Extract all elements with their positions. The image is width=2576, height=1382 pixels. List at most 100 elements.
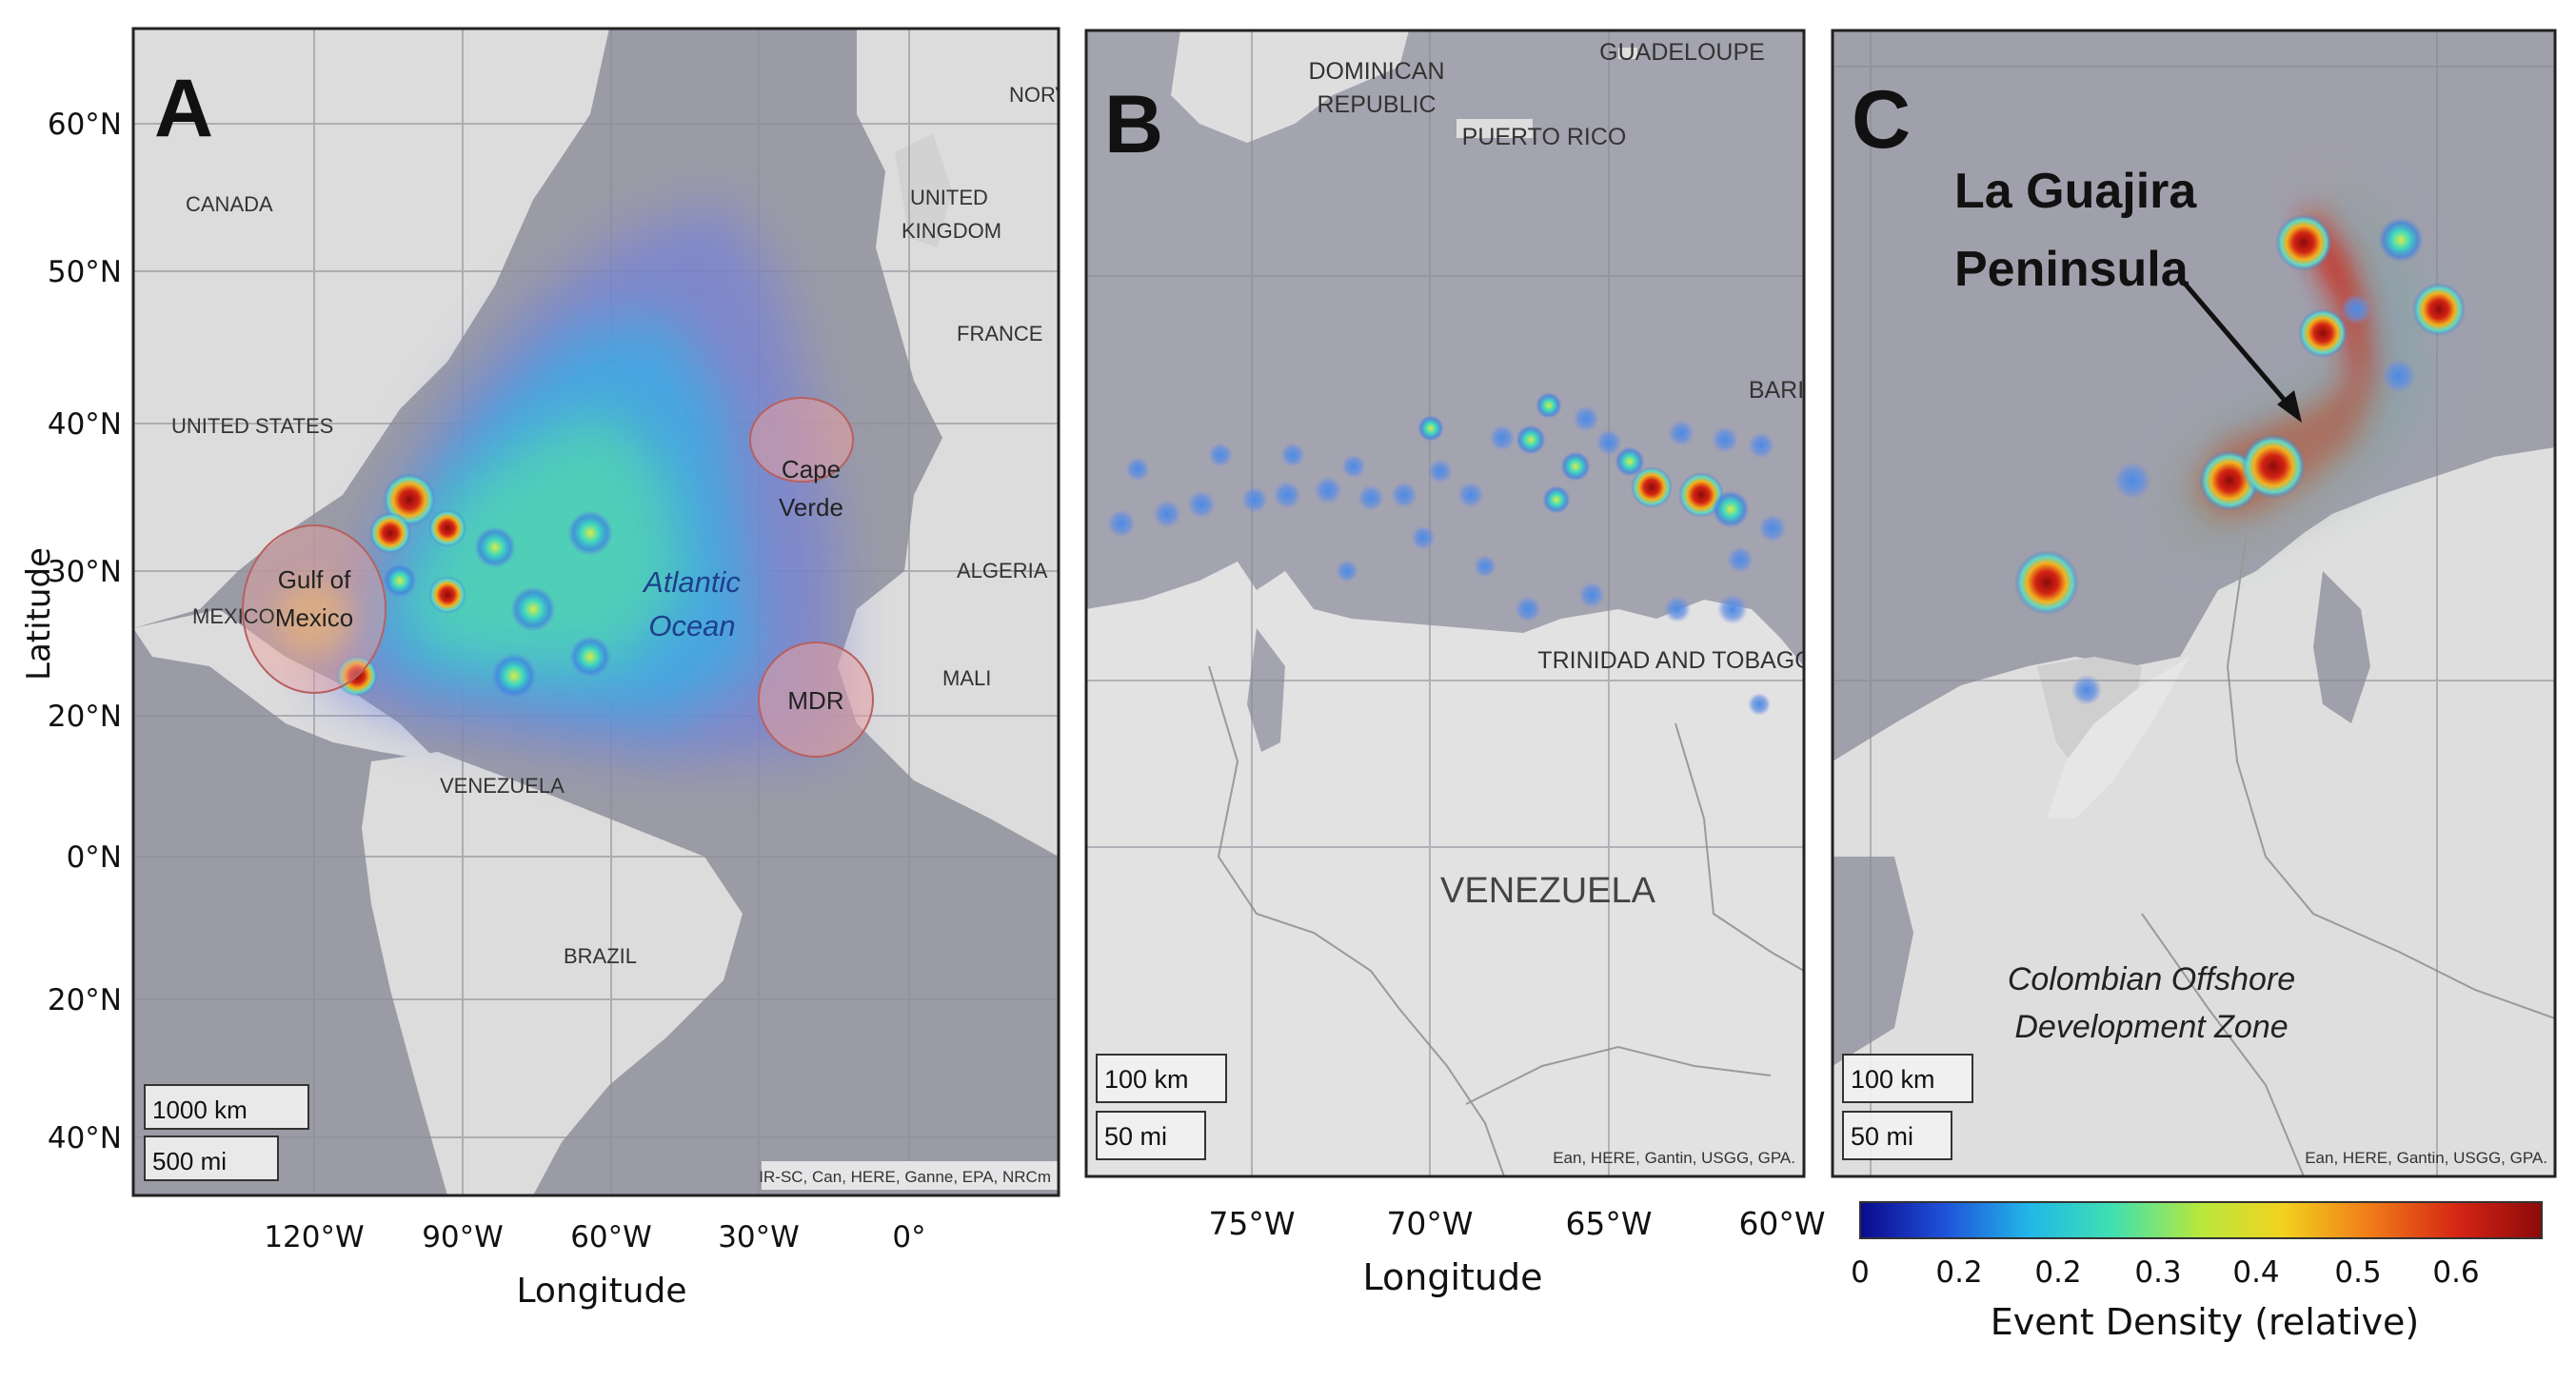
label-venezuela-b: VENEZUELA bbox=[1440, 871, 1656, 911]
svg-text:75°W: 75°W bbox=[1208, 1205, 1295, 1242]
panel-c-letter: C bbox=[1852, 74, 1911, 166]
label-dominican: DOMINICAN bbox=[1308, 58, 1444, 85]
svg-text:0.5: 0.5 bbox=[2334, 1255, 2381, 1290]
colorbar-ticks: 0 0.2 0.2 0.3 0.4 0.5 0.6 bbox=[1851, 1255, 2480, 1290]
panel-b-letter: B bbox=[1104, 79, 1163, 170]
svg-text:50 mi: 50 mi bbox=[1851, 1122, 1913, 1151]
label-guadeloupe: GUADELOUPE bbox=[1599, 39, 1765, 66]
svg-text:100 km: 100 km bbox=[1851, 1065, 1935, 1094]
panel-a-map: NORV CANADA UNITED KINGDOM FRANCE UNITED… bbox=[133, 29, 1069, 1195]
callout-label-2: Peninsula bbox=[1954, 242, 2190, 297]
label-republic: REPUBLIC bbox=[1317, 91, 1436, 118]
label-mali: MALI bbox=[942, 666, 991, 690]
mdr-label: MDR bbox=[787, 686, 843, 715]
country-borders bbox=[1208, 665, 1804, 1176]
svg-text:60°N: 60°N bbox=[48, 108, 122, 142]
panel-b-scale-bar: 100 km 50 mi bbox=[1096, 1054, 1227, 1160]
density-plume bbox=[276, 200, 838, 761]
cape-verde-label-2: Verde bbox=[779, 493, 843, 522]
svg-text:50°N: 50°N bbox=[48, 255, 122, 289]
panel-a-place-labels: NORV CANADA UNITED KINGDOM FRANCE UNITED… bbox=[171, 83, 1069, 968]
colorbar-ramp bbox=[1859, 1201, 2543, 1239]
country-borders-c bbox=[2141, 532, 2555, 1176]
panel-a-scale-bar: 1000 km 500 mi bbox=[144, 1084, 309, 1181]
zone-label: Colombian Offshore Development Zone bbox=[2008, 961, 2295, 1045]
cape-verde-label-1: Cape bbox=[782, 455, 841, 484]
svg-text:30°N: 30°N bbox=[48, 555, 122, 589]
density-dots-b bbox=[1107, 392, 1787, 716]
svg-text:60°W: 60°W bbox=[1738, 1205, 1825, 1242]
panel-a-letter: A bbox=[154, 63, 213, 154]
label-norv: NORV bbox=[1009, 83, 1069, 107]
panel-b: DOMINICAN REPUBLIC GUADELOUPE PUERTO RIC… bbox=[1084, 29, 1826, 1298]
svg-text:90°W: 90°W bbox=[422, 1220, 504, 1254]
panel-b-place-labels: DOMINICAN REPUBLIC GUADELOUPE PUERTO RIC… bbox=[1308, 39, 1813, 674]
svg-text:Atlantic: Atlantic bbox=[642, 565, 741, 599]
panel-c-attribution: Ean, HERE, Gantin, USGG, GPA. bbox=[2305, 1149, 2547, 1167]
panel-b-xlabel: Longitude bbox=[1363, 1256, 1543, 1298]
colorbar-title: Event Density (relative) bbox=[1991, 1301, 2419, 1343]
svg-text:0.6: 0.6 bbox=[2432, 1255, 2479, 1290]
svg-text:0.2: 0.2 bbox=[2034, 1255, 2081, 1290]
svg-text:500 mi: 500 mi bbox=[152, 1147, 227, 1175]
svg-text:50 mi: 50 mi bbox=[1104, 1122, 1167, 1151]
svg-text:60°W: 60°W bbox=[570, 1220, 652, 1254]
panel-c: La Guajira Peninsula Colombian Offshore … bbox=[1831, 29, 2557, 1178]
panel-b-map: DOMINICAN REPUBLIC GUADELOUPE PUERTO RIC… bbox=[1086, 30, 1813, 1176]
label-france: FRANCE bbox=[957, 322, 1042, 346]
ocean-label: Atlantic Ocean bbox=[642, 565, 741, 642]
density-hotspots-c bbox=[2014, 190, 2466, 705]
graticule-b bbox=[1086, 30, 1804, 1176]
svg-text:0.3: 0.3 bbox=[2134, 1255, 2181, 1290]
callout: La Guajira Peninsula bbox=[1954, 164, 2302, 423]
label-venezuela: VENEZUELA bbox=[440, 774, 565, 798]
panel-b-attribution: Ean, HERE, Gantin, USGG, GPA. bbox=[1553, 1149, 1795, 1167]
label-trinidad: TRINIDAD AND TOBAGO bbox=[1537, 647, 1813, 674]
svg-text:1000 km: 1000 km bbox=[152, 1096, 248, 1124]
panel-a-lat-ticks: 60°N 50°N 40°N 30°N 20°N 0°N 20°N 40°N bbox=[48, 108, 122, 1155]
svg-text:65°W: 65°W bbox=[1565, 1205, 1652, 1242]
svg-text:40°N: 40°N bbox=[48, 407, 122, 442]
panel-b-lon-ticks: 75°W 70°W 65°W 60°W bbox=[1208, 1205, 1825, 1242]
svg-text:120°W: 120°W bbox=[264, 1220, 364, 1254]
panel-a-attribution: IR-SC, Can, HERE, Ganne, EPA, NRCm bbox=[759, 1168, 1051, 1186]
label-united: UNITED bbox=[910, 186, 988, 209]
label-mexico: MEXICO bbox=[192, 604, 275, 628]
region-labels: Gulf of Mexico Cape Verde MDR bbox=[275, 455, 844, 715]
svg-text:40°N: 40°N bbox=[48, 1121, 122, 1155]
graticule-c bbox=[1833, 30, 2555, 1176]
svg-text:Ocean: Ocean bbox=[648, 609, 735, 642]
svg-text:0.4: 0.4 bbox=[2232, 1255, 2279, 1290]
svg-text:0°N: 0°N bbox=[67, 840, 122, 875]
panel-c-map: La Guajira Peninsula Colombian Offshore … bbox=[1833, 30, 2555, 1176]
panel-a: NORV CANADA UNITED KINGDOM FRANCE UNITED… bbox=[20, 27, 1069, 1311]
gulf-of-mexico-label-2: Mexico bbox=[275, 603, 353, 632]
svg-text:100 km: 100 km bbox=[1104, 1065, 1189, 1094]
label-puerto-rico: PUERTO RICO bbox=[1462, 124, 1627, 150]
svg-text:Development Zone: Development Zone bbox=[2014, 1009, 2288, 1045]
panel-c-scale-bar: 100 km 50 mi bbox=[1842, 1054, 1973, 1160]
svg-text:0.2: 0.2 bbox=[1935, 1255, 1982, 1290]
label-algeria: ALGERIA bbox=[957, 559, 1048, 582]
svg-text:0: 0 bbox=[1851, 1255, 1870, 1290]
svg-text:Colombian Offshore: Colombian Offshore bbox=[2008, 961, 2295, 997]
colorbar: 0 0.2 0.2 0.3 0.4 0.5 0.6 Event Density … bbox=[1851, 1201, 2543, 1343]
svg-text:20°N: 20°N bbox=[48, 700, 122, 734]
svg-text:70°W: 70°W bbox=[1386, 1205, 1473, 1242]
label-kingdom: KINGDOM bbox=[902, 219, 1001, 243]
svg-text:0°: 0° bbox=[892, 1220, 925, 1254]
callout-arrowhead bbox=[2277, 390, 2302, 423]
label-canada: CANADA bbox=[186, 192, 273, 216]
region-circles bbox=[242, 397, 874, 758]
label-brazil: BRAZIL bbox=[564, 944, 637, 968]
svg-text:20°N: 20°N bbox=[48, 983, 122, 1017]
svg-text:30°W: 30°W bbox=[718, 1220, 800, 1254]
callout-label-1: La Guajira bbox=[1954, 164, 2197, 219]
label-united-states: UNITED STATES bbox=[171, 414, 333, 438]
panel-a-ylabel: Latitude bbox=[20, 547, 58, 681]
gulf-of-mexico-label-1: Gulf of bbox=[278, 565, 351, 594]
panel-a-xlabel: Longitude bbox=[516, 1272, 686, 1311]
panel-a-lon-ticks: 120°W 90°W 60°W 30°W 0° bbox=[264, 1220, 925, 1254]
label-bari: BARI bbox=[1749, 377, 1804, 404]
